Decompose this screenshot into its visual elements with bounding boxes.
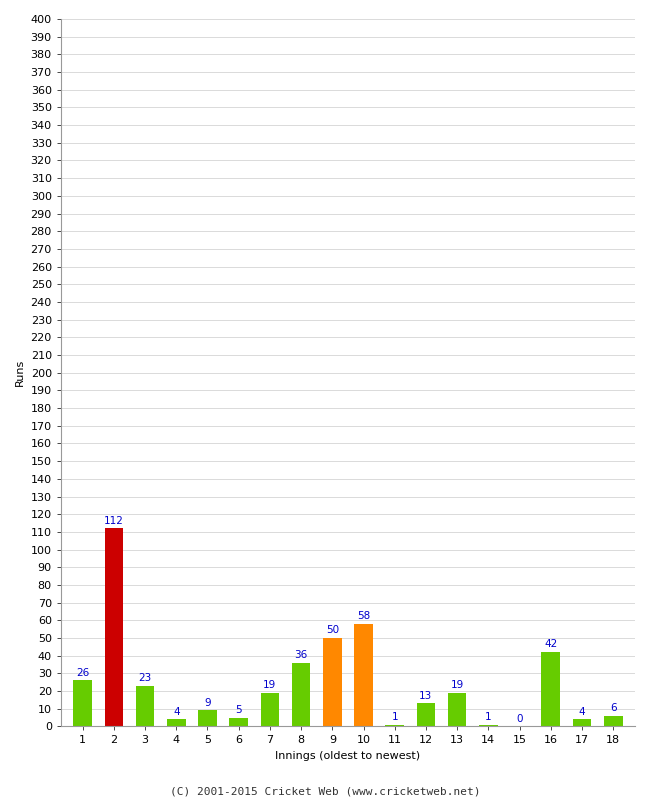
X-axis label: Innings (oldest to newest): Innings (oldest to newest) [276,751,421,761]
Bar [448,693,467,726]
Bar [417,703,436,726]
Text: 36: 36 [294,650,307,660]
Y-axis label: Runs: Runs [15,359,25,386]
Text: 50: 50 [326,626,339,635]
Bar [229,718,248,726]
Text: 26: 26 [76,668,89,678]
Text: 58: 58 [357,611,370,621]
Bar [604,716,623,726]
Text: 6: 6 [610,703,616,713]
Text: 4: 4 [173,706,179,717]
Bar [198,710,217,726]
Text: 9: 9 [204,698,211,708]
Text: 5: 5 [235,705,242,715]
Text: 112: 112 [104,516,124,526]
Text: (C) 2001-2015 Cricket Web (www.cricketweb.net): (C) 2001-2015 Cricket Web (www.cricketwe… [170,786,480,796]
Bar [73,681,92,726]
Bar [573,719,592,726]
Text: 4: 4 [578,706,585,717]
Text: 42: 42 [544,639,557,650]
Bar [323,638,342,726]
Bar [385,725,404,726]
Bar [292,662,311,726]
Bar [541,652,560,726]
Text: 13: 13 [419,690,432,701]
Text: 19: 19 [263,680,276,690]
Bar [167,719,186,726]
Text: 1: 1 [485,712,491,722]
Bar [261,693,280,726]
Bar [479,725,498,726]
Text: 1: 1 [391,712,398,722]
Text: 0: 0 [516,714,523,724]
Bar [354,624,373,726]
Text: 23: 23 [138,673,151,683]
Text: 19: 19 [450,680,463,690]
Bar [105,528,124,726]
Bar [136,686,155,726]
